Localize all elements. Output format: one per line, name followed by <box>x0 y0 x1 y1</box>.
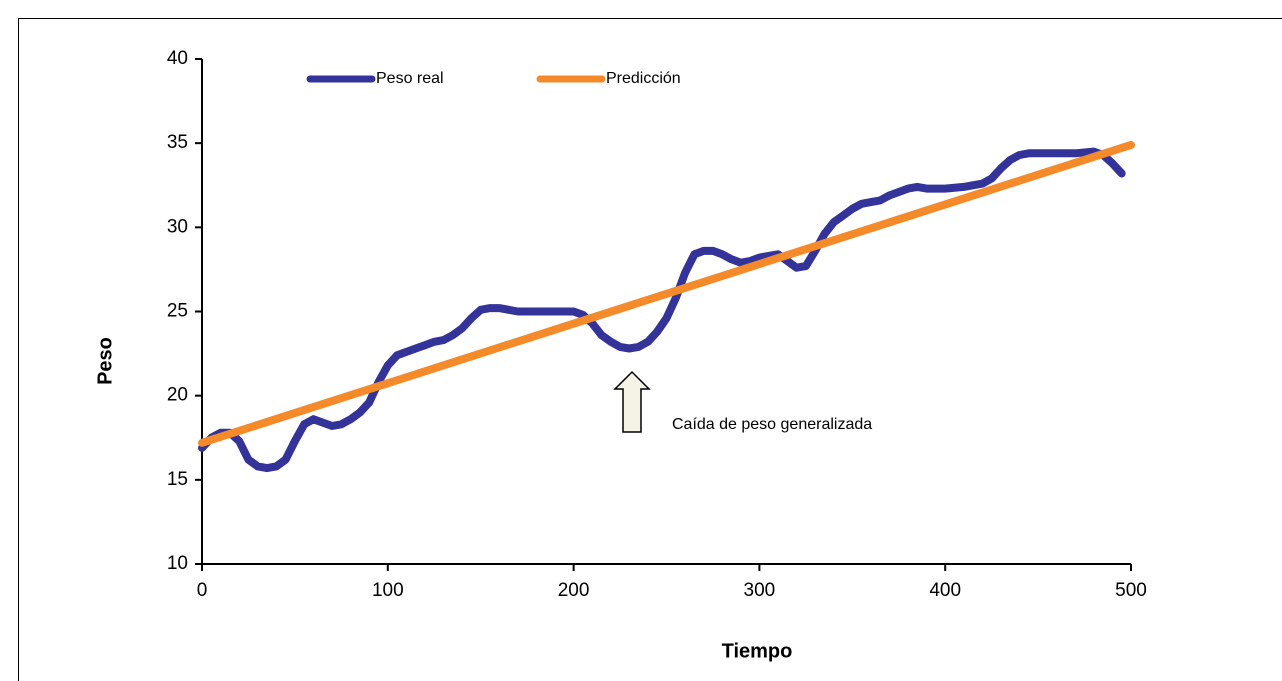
annotation: Caída de peso generalizada <box>672 416 872 433</box>
x-axis-title: Tiempo <box>722 640 793 662</box>
annotation-arrow <box>613 370 651 433</box>
y-tick-label: 20 <box>167 385 188 406</box>
x-tick-label: 100 <box>372 580 404 601</box>
data-line <box>198 147 1126 473</box>
x-tick-label: 300 <box>744 580 776 601</box>
x-tick-label: 0 <box>197 580 208 601</box>
y-axis-title: Peso <box>94 337 116 385</box>
x-tick-label: 200 <box>558 580 590 601</box>
y-tick-label: 10 <box>167 553 188 574</box>
y-tick-label: 40 <box>167 48 188 69</box>
x-tick-label: 500 <box>1115 580 1147 601</box>
legend-label: Peso real <box>376 70 444 87</box>
data-line <box>198 140 1135 447</box>
legend-label: Predicción <box>606 70 681 87</box>
y-tick-label: 15 <box>167 469 188 490</box>
y-tick-label: 35 <box>167 132 188 153</box>
y-tick-label: 25 <box>167 301 188 322</box>
chart-frame <box>18 18 1282 681</box>
x-tick-label: 400 <box>929 580 961 601</box>
y-tick-label: 30 <box>167 216 188 237</box>
